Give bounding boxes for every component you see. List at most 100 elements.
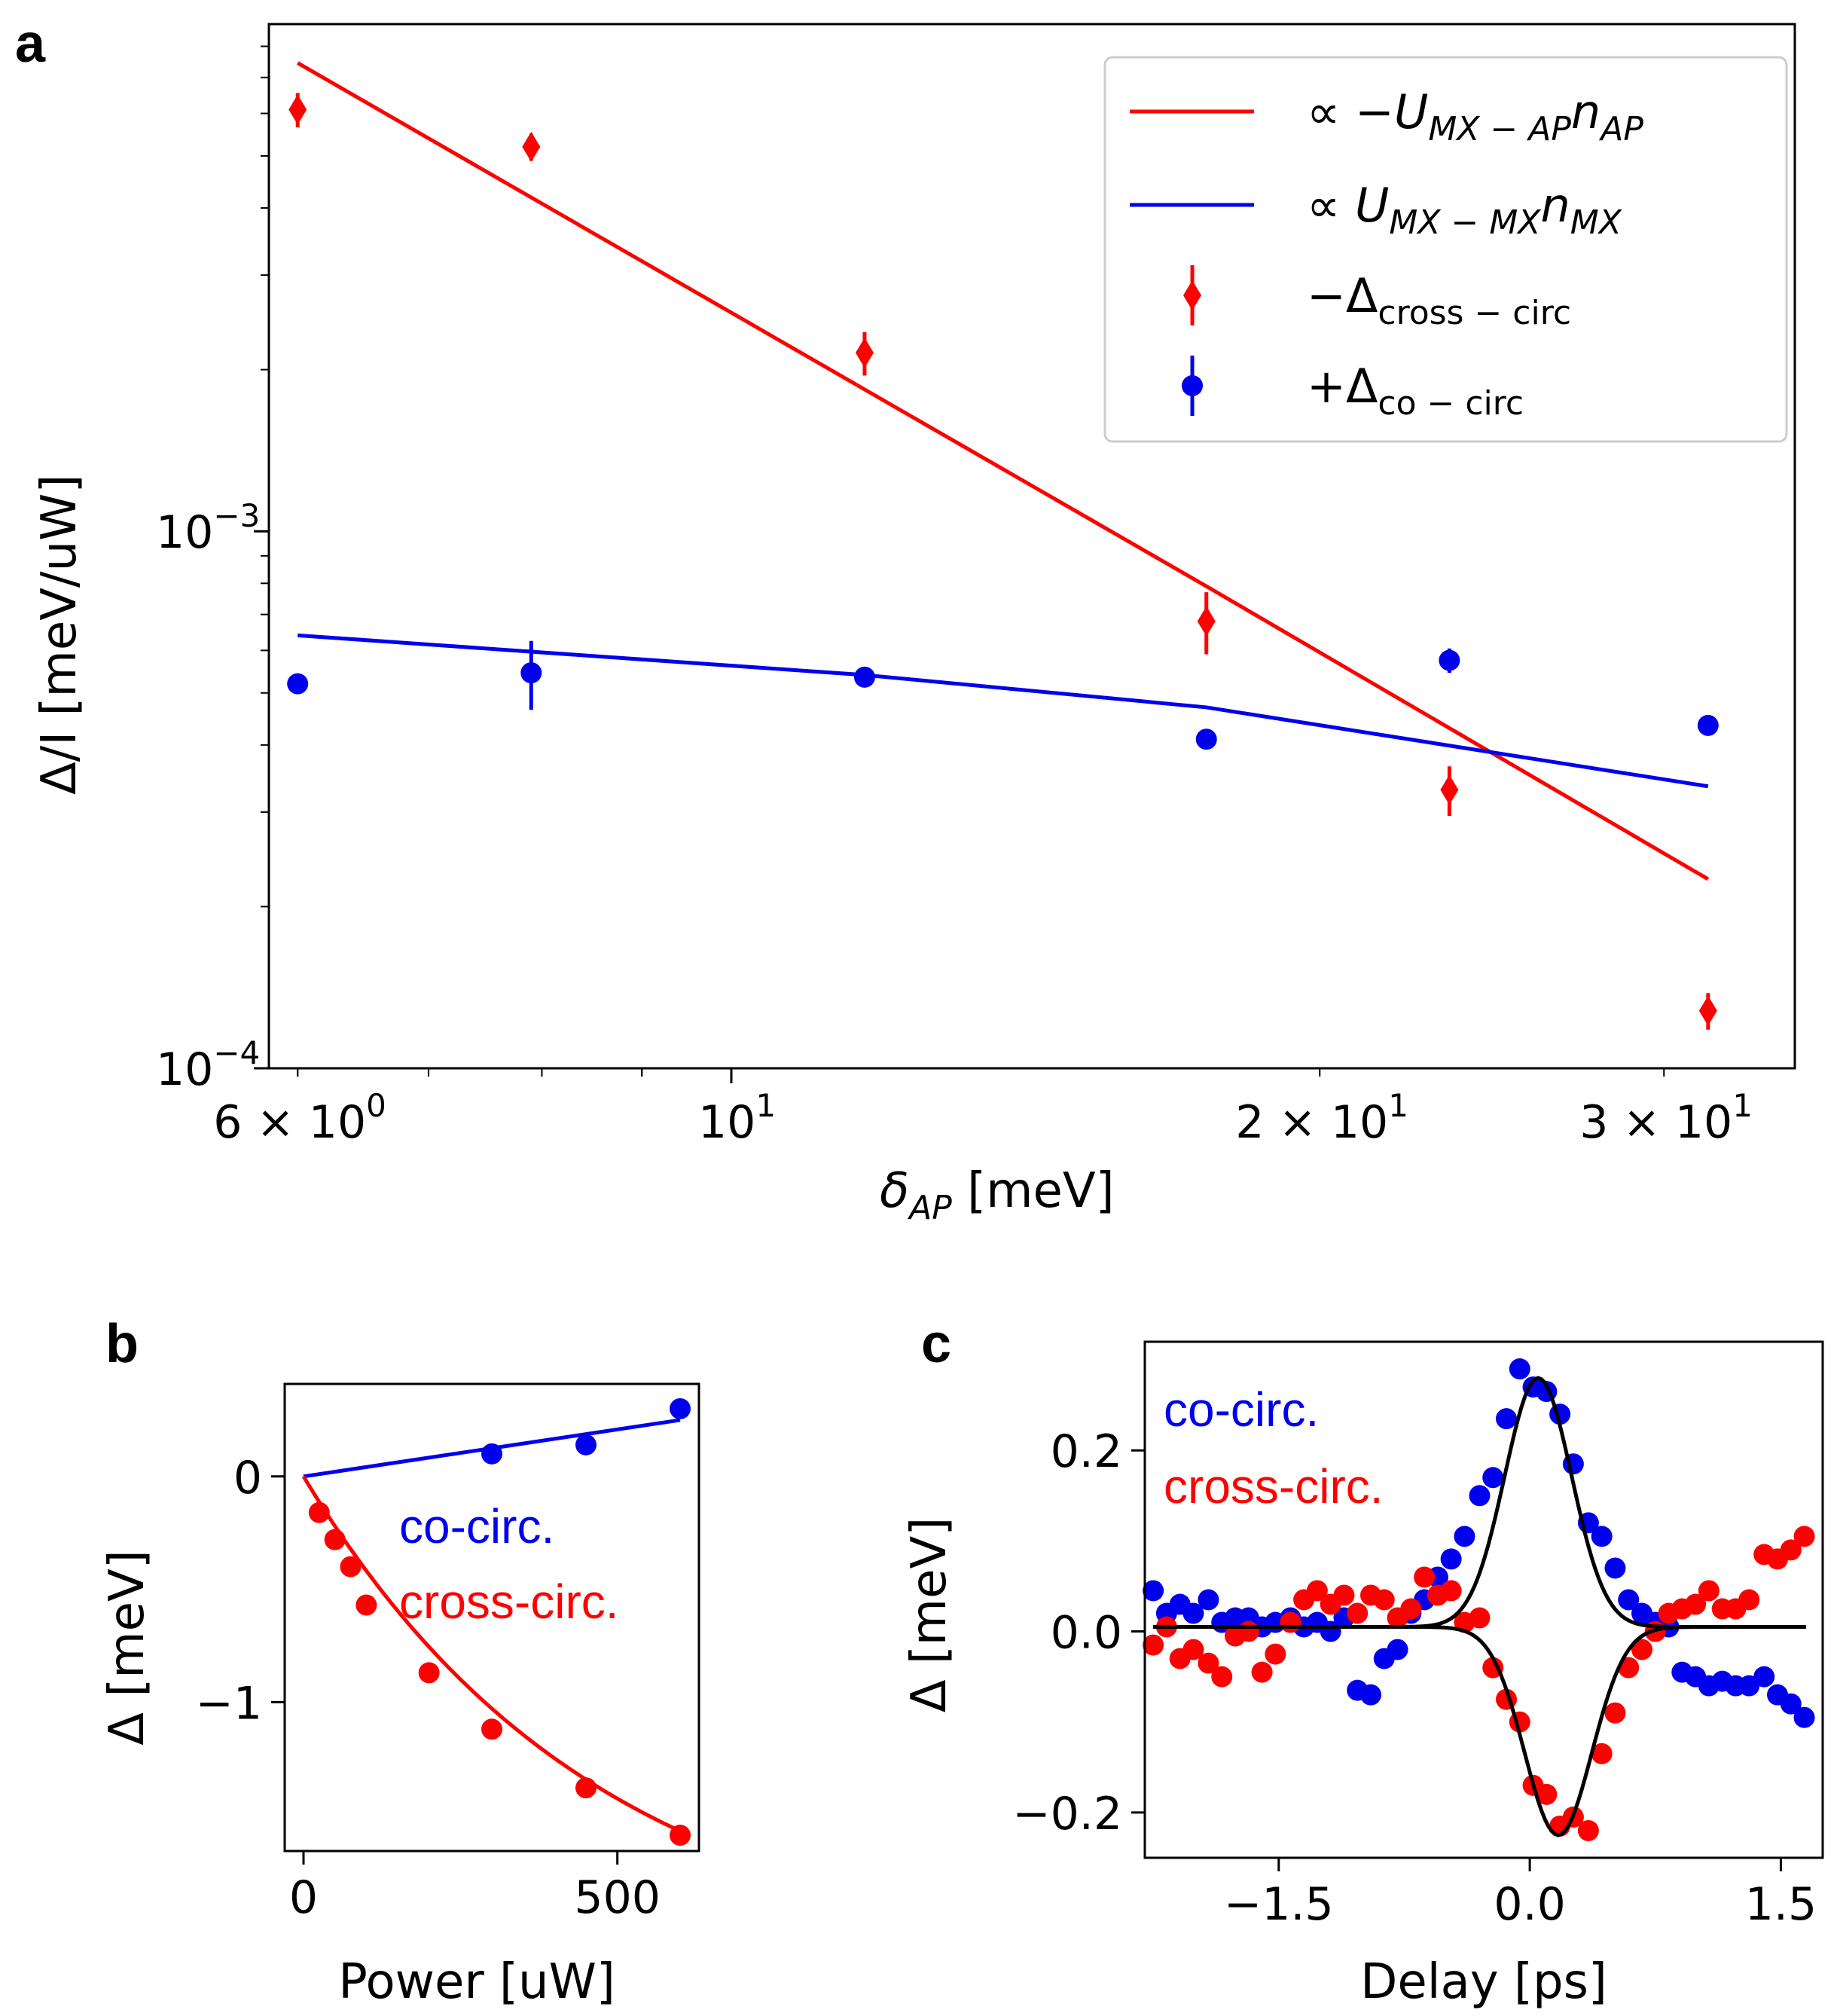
x-tick-label: 500 <box>574 1871 661 1924</box>
data-point <box>1738 1589 1760 1611</box>
legend-marker <box>1182 375 1203 396</box>
data-point <box>1780 1693 1802 1715</box>
data-point <box>418 1662 440 1684</box>
x-axis-title: Power [uW] <box>338 1954 615 2010</box>
data-point <box>1347 1602 1369 1624</box>
x-tick-label: 1.5 <box>1745 1878 1817 1931</box>
data-point <box>853 666 875 688</box>
data-point <box>324 1529 346 1550</box>
data-point <box>340 1556 362 1578</box>
fit-line <box>298 633 1709 789</box>
y-axis-title: Δ/I [meV/uW] <box>32 475 87 795</box>
fit-line <box>296 61 1710 881</box>
data-point <box>855 338 874 368</box>
data-point <box>575 1434 597 1455</box>
data-point <box>1440 1548 1462 1570</box>
data-point <box>1780 1539 1802 1561</box>
data-point <box>1469 1607 1491 1629</box>
annotation-co-circ: co-circ. <box>399 1499 554 1553</box>
data-point <box>1306 1580 1328 1602</box>
data-point <box>1631 1639 1652 1660</box>
fit-line <box>301 1475 682 1833</box>
data-point <box>1143 1580 1164 1602</box>
data-point <box>355 1594 377 1616</box>
data-point <box>1698 1580 1720 1602</box>
data-point <box>1280 1611 1301 1633</box>
plot-frame <box>1143 1340 1824 1859</box>
plot-frame <box>283 1382 700 1853</box>
data-point <box>1195 729 1217 750</box>
panel-b-chart: 0 −1 0 500 Power [uW] Δ [meV] co-circ. cross-ci… <box>99 1382 700 2010</box>
panel-label-a: a <box>15 14 46 74</box>
data-point <box>1793 1526 1815 1547</box>
data-point <box>1482 1467 1504 1489</box>
fit-line <box>1153 1625 1806 1837</box>
legend-marker <box>1183 280 1201 310</box>
x-axis-title: Delay [ps] <box>1360 1954 1607 2010</box>
data-point <box>1360 1684 1381 1706</box>
data-point <box>1265 1643 1286 1665</box>
panel-label-c: c <box>921 1314 951 1374</box>
annotation-cross-circ: cross-circ. <box>399 1575 619 1629</box>
data-point <box>1237 1620 1259 1642</box>
data-point <box>1333 1584 1355 1606</box>
data-point <box>1604 1557 1626 1579</box>
data-point <box>1469 1485 1491 1507</box>
data-point <box>1251 1661 1273 1683</box>
x-tick-label: 0.0 <box>1494 1878 1565 1931</box>
data-point <box>1400 1598 1422 1620</box>
y-tick-label: 10−3 <box>156 497 260 559</box>
y-axis-title: Δ [meV] <box>902 1517 957 1713</box>
data-point <box>522 131 541 162</box>
y-tick-label: 0.0 <box>1051 1607 1122 1660</box>
data-point <box>670 1397 691 1419</box>
x-tick-label: 3 × 101 <box>1579 1087 1753 1149</box>
y-tick-label: 10−4 <box>156 1034 260 1096</box>
data-point <box>1496 1408 1517 1430</box>
panel-a-chart: 10−3 10−46 × 100 101 2 × 101 3 × 101 δAP [meV… <box>32 23 1796 1227</box>
data-point <box>1793 1706 1815 1728</box>
panel-label-b: b <box>105 1314 139 1374</box>
data-point <box>1685 1593 1707 1615</box>
data-point <box>288 94 307 125</box>
legend-label: ∝ −UMX − APnAP <box>1307 84 1643 148</box>
data-point <box>287 673 309 695</box>
data-point <box>1440 774 1459 805</box>
data-point <box>481 1443 502 1465</box>
data-point <box>1454 1526 1475 1547</box>
data-point <box>1604 1702 1626 1724</box>
data-point <box>670 1825 691 1846</box>
data-point <box>1373 1589 1395 1611</box>
data-point <box>481 1718 502 1740</box>
legend: ∝ −UMX − APnAP ∝ UMX − MXnMX −Δcross − cir… <box>1103 56 1788 443</box>
data-point <box>1143 1634 1164 1656</box>
data-point <box>1753 1666 1775 1688</box>
data-point <box>1698 995 1717 1026</box>
data-point <box>520 662 542 684</box>
y-axis-title: Δ [meV] <box>99 1550 155 1746</box>
legend-label: ∝ UMX − MXnMX <box>1307 178 1622 242</box>
data-point <box>575 1777 597 1799</box>
legend-box <box>1103 56 1788 443</box>
data-point <box>1697 714 1719 736</box>
data-point <box>1509 1358 1530 1380</box>
annotation-cross-circ: cross-circ. <box>1164 1459 1384 1514</box>
x-tick-label: −1.5 <box>1224 1878 1334 1931</box>
data-point <box>1618 1589 1640 1611</box>
data-point <box>1439 649 1460 671</box>
legend-label: −Δcross − circ <box>1307 268 1571 332</box>
y-tick-label: 0 <box>233 1452 262 1504</box>
data-point <box>1198 1589 1219 1611</box>
x-tick-label: 6 × 100 <box>213 1087 386 1149</box>
annotation-co-circ: co-circ. <box>1164 1382 1319 1437</box>
data-point <box>1182 1602 1204 1624</box>
data-point <box>1211 1666 1233 1688</box>
data-point <box>1591 1743 1613 1764</box>
data-point <box>1440 1580 1462 1602</box>
data-point <box>1591 1526 1613 1547</box>
data-point <box>308 1501 330 1523</box>
panel-c-chart: −0.2 0.0 0.2 −1.5 0.0 1.5 Delay [ps] Δ [meV] co-… <box>902 1340 1824 2010</box>
legend-label: +Δco − circ <box>1307 359 1524 423</box>
y-tick-label: −1 <box>196 1677 262 1730</box>
